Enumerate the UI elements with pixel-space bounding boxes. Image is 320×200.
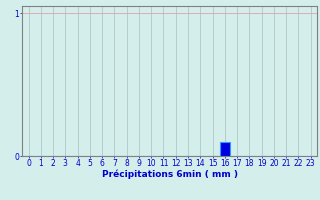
Bar — [220, 142, 230, 156]
X-axis label: Précipitations 6min ( mm ): Précipitations 6min ( mm ) — [102, 170, 238, 179]
